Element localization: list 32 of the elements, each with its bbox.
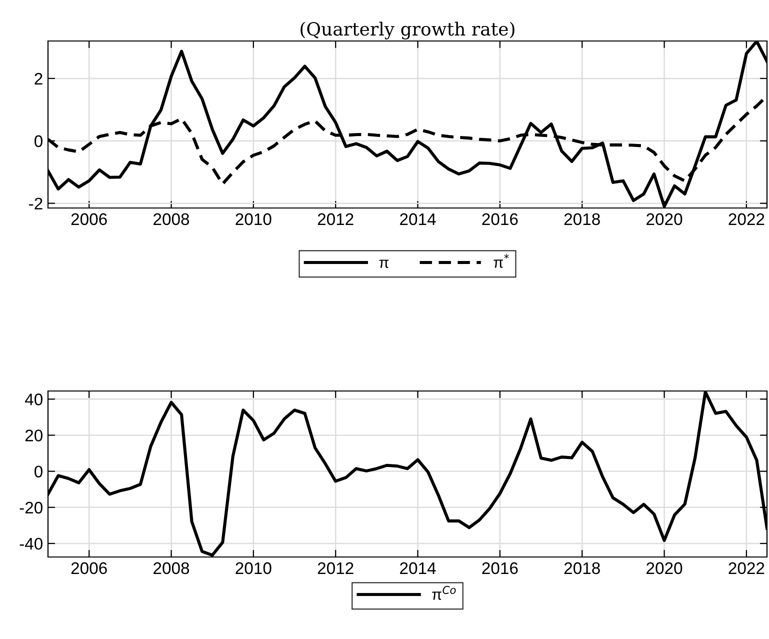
y-tick-label: 0 — [34, 466, 42, 478]
x-tick-label: 2012 — [318, 562, 354, 574]
x-tick-label: 2018 — [564, 562, 600, 574]
x-tick-label: 2006 — [71, 213, 107, 226]
x-tick-label: 2008 — [154, 562, 190, 574]
line-series — [48, 391, 767, 557]
x-tick-label: 2006 — [71, 562, 107, 574]
x-tick-label: 2016 — [482, 562, 518, 574]
y-tick-label: 20 — [25, 430, 42, 442]
x-tick-label: 2022 — [728, 562, 764, 574]
x-tick-label: 2018 — [564, 213, 600, 226]
line-series — [48, 41, 767, 208]
y-tick-label: 2 — [34, 72, 42, 84]
chart-title: (Quarterly growth rate) — [300, 22, 514, 40]
y-tick-label: -20 — [20, 502, 42, 514]
x-tick-label: 2014 — [400, 562, 436, 574]
x-tick-label: 2016 — [482, 213, 518, 226]
y-tick-label: 40 — [24, 394, 42, 406]
legend-label: π — [379, 260, 389, 268]
y-tick-label: -40 — [20, 538, 42, 550]
x-tick-label: 2022 — [728, 213, 764, 226]
x-tick-label: 2020 — [646, 213, 682, 226]
x-tick-label: 2020 — [646, 562, 682, 574]
y-tick-label: -2 — [29, 198, 42, 210]
y-tick-label: 0 — [34, 135, 42, 148]
legend-label: π$^{*}$ — [494, 254, 509, 268]
legend-label: π$^{Co}$ — [432, 586, 456, 600]
x-tick-label: 2014 — [400, 213, 436, 226]
x-tick-label: 2010 — [236, 213, 272, 226]
x-tick-label: 2010 — [236, 562, 272, 574]
x-tick-label: 2012 — [318, 213, 354, 226]
x-tick-label: 2008 — [154, 213, 190, 226]
